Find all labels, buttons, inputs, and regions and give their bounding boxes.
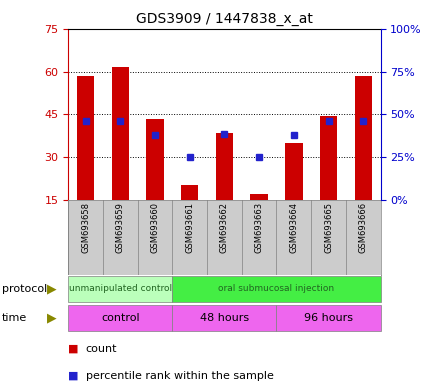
Text: 96 hours: 96 hours <box>304 313 353 323</box>
Bar <box>355 76 372 200</box>
Text: ■: ■ <box>68 344 79 354</box>
Bar <box>112 67 129 200</box>
Bar <box>172 305 276 331</box>
Text: GSM693658: GSM693658 <box>81 202 90 253</box>
Title: GDS3909 / 1447838_x_at: GDS3909 / 1447838_x_at <box>136 12 313 26</box>
Text: ▶: ▶ <box>47 311 57 324</box>
Bar <box>147 119 164 200</box>
Text: control: control <box>101 313 139 323</box>
Text: unmanipulated control: unmanipulated control <box>69 285 172 293</box>
Bar <box>250 194 268 200</box>
Text: percentile rank within the sample: percentile rank within the sample <box>86 371 274 381</box>
Bar <box>276 305 381 331</box>
Bar <box>181 185 198 200</box>
Text: GSM693659: GSM693659 <box>116 202 125 253</box>
Text: GSM693660: GSM693660 <box>150 202 159 253</box>
Bar <box>216 133 233 200</box>
Bar <box>320 116 337 200</box>
Text: GSM693661: GSM693661 <box>185 202 194 253</box>
Text: count: count <box>86 344 117 354</box>
Text: time: time <box>2 313 27 323</box>
Bar <box>285 143 303 200</box>
Text: GSM693665: GSM693665 <box>324 202 333 253</box>
Bar <box>172 276 381 302</box>
Bar <box>68 305 172 331</box>
Text: GSM693664: GSM693664 <box>290 202 298 253</box>
Text: GSM693666: GSM693666 <box>359 202 368 253</box>
Text: protocol: protocol <box>2 284 48 294</box>
Text: oral submucosal injection: oral submucosal injection <box>218 285 334 293</box>
Bar <box>68 276 172 302</box>
Text: GSM693662: GSM693662 <box>220 202 229 253</box>
Text: GSM693663: GSM693663 <box>255 202 264 253</box>
Bar <box>77 76 94 200</box>
Text: 48 hours: 48 hours <box>200 313 249 323</box>
Text: ■: ■ <box>68 371 79 381</box>
Text: ▶: ▶ <box>47 283 57 295</box>
